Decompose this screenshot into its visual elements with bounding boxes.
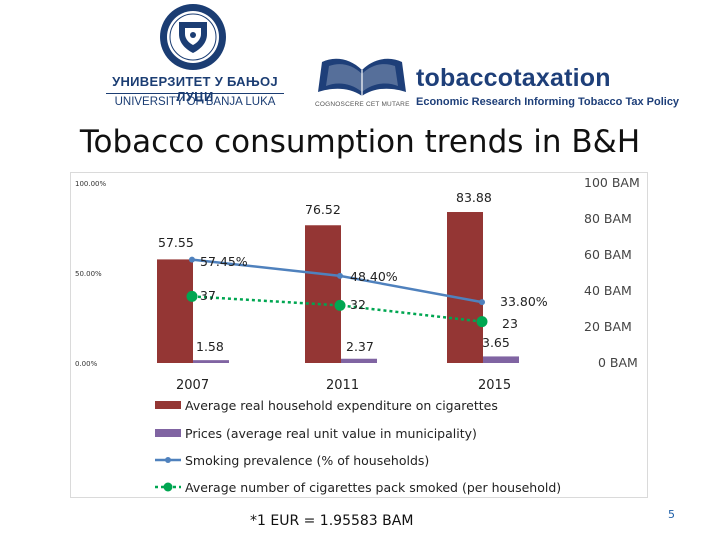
book-caption: COGNOSCERE CET MUTARE	[315, 101, 410, 108]
slide-title: Tobacco consumption trends in B&H	[79, 124, 641, 160]
tobaccotaxation-logo: COGNOSCERE CET MUTARE tobaccotaxation Ec…	[312, 40, 692, 112]
university-divider	[106, 93, 284, 94]
open-book-icon	[318, 58, 406, 96]
page-number: 5	[668, 508, 675, 521]
tobaccotaxation-tagline: Economic Research Informing Tobacco Tax …	[416, 96, 680, 108]
currency-footnote: *1 EUR = 1.95583 BAM	[250, 513, 414, 529]
university-name-latin: UNIVERSITY OF BANJA LUKA	[114, 96, 276, 108]
chart-frame	[70, 172, 648, 498]
tobaccotaxation-name: tobaccotaxation	[416, 64, 611, 92]
university-name-cyrillic: УНИВЕРЗИТЕТ У БАЊОЈ ЛУЦИ	[112, 74, 278, 104]
university-emblem-icon	[160, 4, 226, 70]
university-logo: УНИВЕРЗИТЕТ У БАЊОЈ ЛУЦИ UNIVERSITY OF B…	[100, 2, 290, 112]
